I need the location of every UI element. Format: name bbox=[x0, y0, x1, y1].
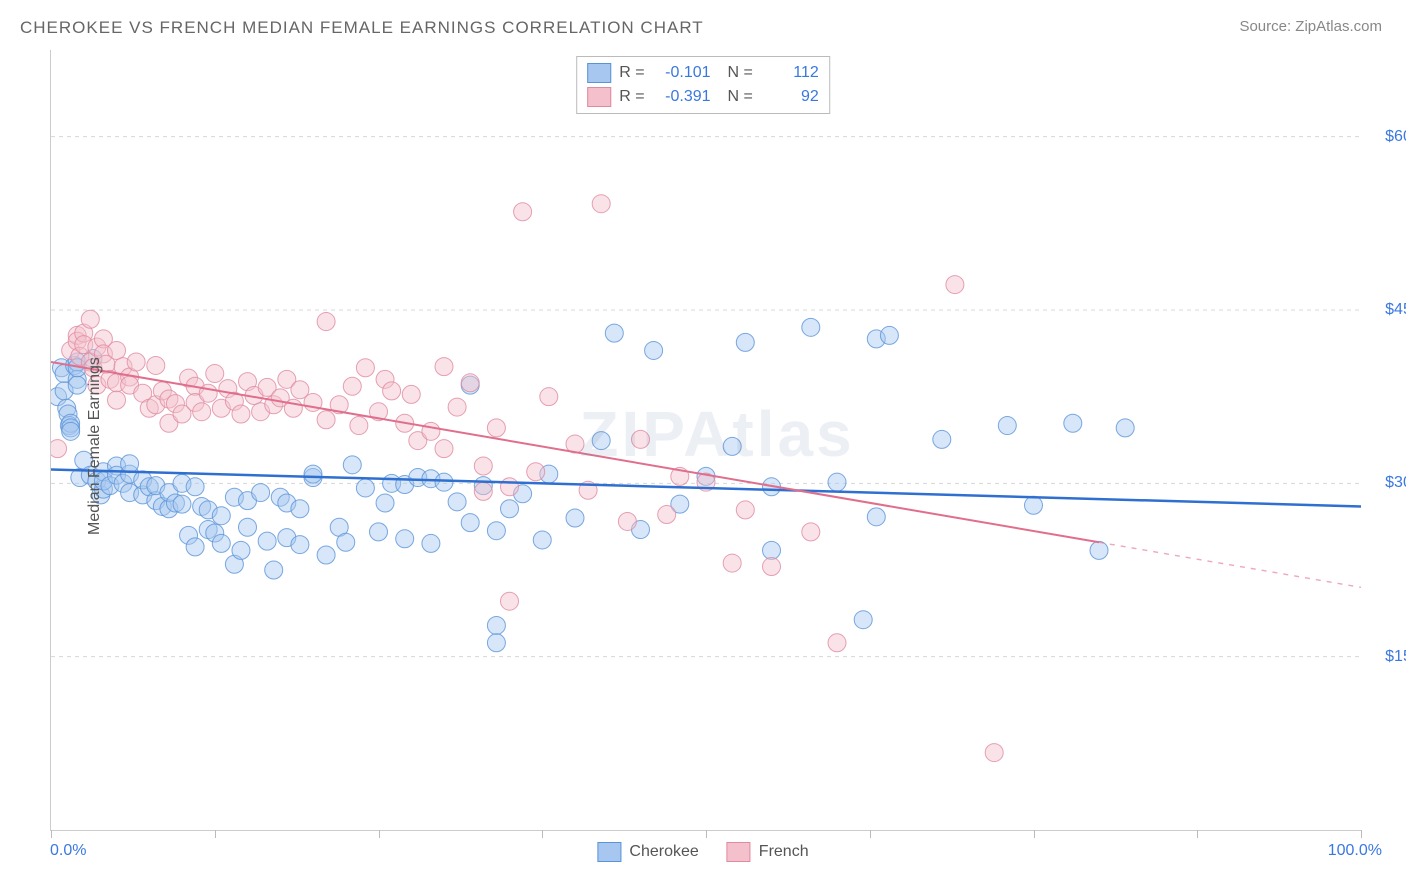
plot-svg bbox=[51, 50, 1361, 830]
x-tick-mark bbox=[51, 830, 52, 838]
swatch-icon bbox=[597, 842, 621, 862]
correlation-legend: R = -0.101 N = 112 R = -0.391 N = 92 bbox=[576, 56, 830, 114]
swatch-icon bbox=[587, 63, 611, 83]
x-tick-mark bbox=[1197, 830, 1198, 838]
x-tick-min: 0.0% bbox=[50, 842, 86, 860]
x-tick-mark bbox=[542, 830, 543, 838]
series-legend: Cherokee French bbox=[597, 842, 808, 862]
legend-row-french: R = -0.391 N = 92 bbox=[587, 85, 819, 109]
x-tick-mark bbox=[379, 830, 380, 838]
x-tick-mark bbox=[1361, 830, 1362, 838]
x-tick-mark bbox=[706, 830, 707, 838]
x-tick-mark bbox=[215, 830, 216, 838]
x-tick-mark bbox=[1034, 830, 1035, 838]
legend-item-french: French bbox=[727, 842, 809, 862]
x-tick-max: 100.0% bbox=[1328, 842, 1382, 860]
y-tick-label: $30,000 bbox=[1385, 474, 1406, 492]
legend-row-cherokee: R = -0.101 N = 112 bbox=[587, 61, 819, 85]
legend-n-value: 92 bbox=[761, 88, 819, 106]
swatch-icon bbox=[727, 842, 751, 862]
legend-n-value: 112 bbox=[761, 64, 819, 82]
y-axis-label: Median Female Earnings bbox=[86, 357, 104, 535]
x-tick-mark bbox=[870, 830, 871, 838]
source-label: Source: ZipAtlas.com bbox=[1239, 18, 1382, 35]
swatch-icon bbox=[587, 87, 611, 107]
legend-item-cherokee: Cherokee bbox=[597, 842, 698, 862]
legend-r-label: R = bbox=[619, 64, 644, 82]
chart-title: CHEROKEE VS FRENCH MEDIAN FEMALE EARNING… bbox=[20, 18, 704, 38]
y-tick-label: $15,000 bbox=[1385, 648, 1406, 666]
legend-label: French bbox=[759, 843, 809, 861]
legend-r-label: R = bbox=[619, 88, 644, 106]
y-tick-label: $45,000 bbox=[1385, 301, 1406, 319]
legend-n-label: N = bbox=[719, 88, 753, 106]
legend-n-label: N = bbox=[719, 64, 753, 82]
legend-r-value: -0.101 bbox=[653, 64, 711, 82]
legend-label: Cherokee bbox=[629, 843, 698, 861]
legend-r-value: -0.391 bbox=[653, 88, 711, 106]
scatter-plot: ZIPAtlas $15,000$30,000$45,000$60,000 bbox=[50, 50, 1361, 831]
y-tick-label: $60,000 bbox=[1385, 128, 1406, 146]
